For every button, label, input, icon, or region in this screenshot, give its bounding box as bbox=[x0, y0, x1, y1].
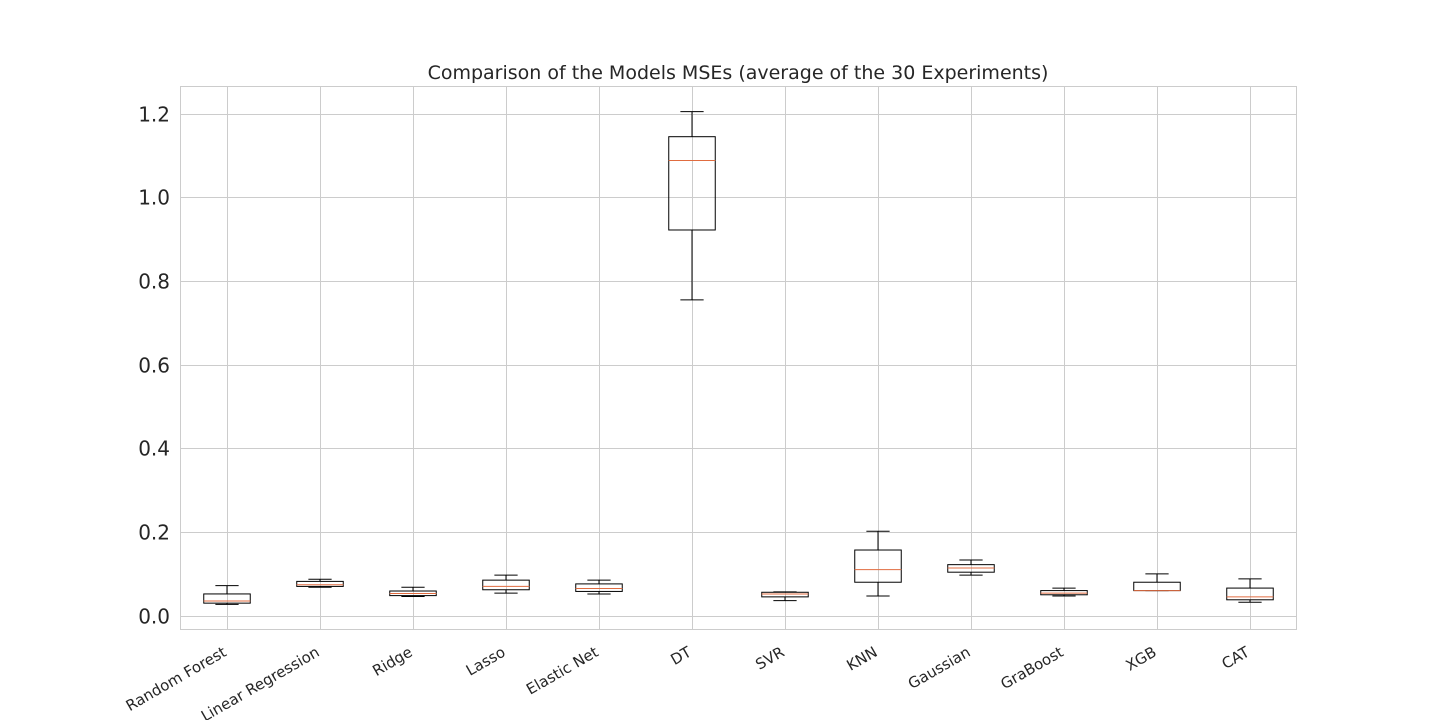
box-cat bbox=[1226, 578, 1274, 603]
x-tick-label: SVR bbox=[752, 643, 787, 674]
box-svr bbox=[761, 591, 809, 602]
y-tick-label: 0.0 bbox=[138, 605, 170, 629]
y-tick-label: 0.4 bbox=[138, 437, 170, 461]
box-elastic-net bbox=[575, 579, 623, 595]
x-tick-label: XGB bbox=[1123, 643, 1160, 675]
iqr-box bbox=[575, 583, 623, 592]
x-tick-label: Elastic Net bbox=[523, 643, 601, 699]
box-lasso bbox=[482, 574, 530, 594]
x-tick-label: CAT bbox=[1219, 642, 1254, 672]
box-gaussian bbox=[947, 559, 995, 576]
x-tick-label: Ridge bbox=[369, 643, 415, 680]
plot-frame bbox=[180, 86, 1297, 630]
box-random-forest bbox=[203, 585, 251, 605]
y-tick-label: 0.2 bbox=[138, 521, 170, 545]
iqr-box bbox=[854, 549, 902, 583]
box-xgb bbox=[1133, 573, 1181, 592]
x-tick-label: KNN bbox=[844, 643, 881, 675]
grid-lines bbox=[180, 86, 1297, 630]
x-tick-label: Lasso bbox=[463, 643, 509, 680]
box-dt bbox=[668, 111, 716, 301]
box-knn bbox=[854, 530, 902, 597]
iqr-box bbox=[761, 591, 809, 598]
iqr-box bbox=[296, 580, 344, 587]
y-tick-label: 0.8 bbox=[138, 270, 170, 294]
box-linear-regression bbox=[296, 578, 344, 588]
box-graboost bbox=[1040, 587, 1088, 597]
iqr-box bbox=[482, 579, 530, 591]
iqr-box bbox=[668, 136, 716, 231]
y-tick-label: 0.6 bbox=[138, 354, 170, 378]
y-tick-label: 1.2 bbox=[138, 103, 170, 127]
x-tick-label: GraBoost bbox=[997, 643, 1066, 693]
y-tick-label: 1.0 bbox=[138, 186, 170, 210]
iqr-box bbox=[203, 593, 251, 604]
x-tick-label: DT bbox=[668, 642, 696, 668]
iqr-box bbox=[1226, 587, 1274, 601]
chart-title: Comparison of the Models MSEs (average o… bbox=[428, 62, 1049, 84]
x-tick-label: Gaussian bbox=[905, 643, 974, 693]
box-series bbox=[203, 111, 1274, 605]
box-ridge bbox=[389, 586, 437, 597]
y-axis-ticks: 0.0 0.2 0.4 0.6 0.8 1.0 1.2 bbox=[138, 103, 170, 629]
